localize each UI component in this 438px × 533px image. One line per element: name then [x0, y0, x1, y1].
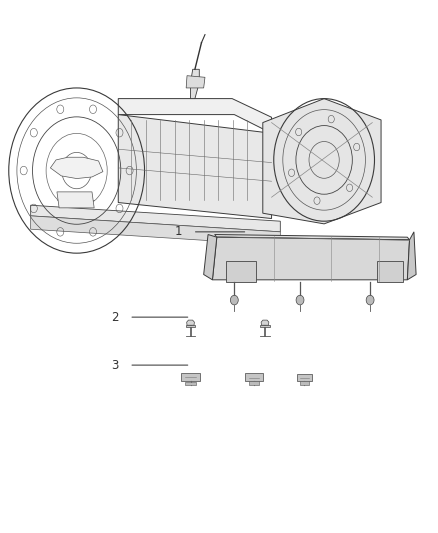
Polygon shape	[297, 374, 312, 381]
Text: 2: 2	[111, 311, 118, 324]
Polygon shape	[249, 382, 259, 385]
Circle shape	[230, 295, 238, 305]
Polygon shape	[31, 216, 280, 245]
Text: 1: 1	[174, 225, 182, 238]
Circle shape	[366, 295, 374, 305]
Polygon shape	[186, 76, 205, 88]
Polygon shape	[57, 192, 94, 208]
Polygon shape	[50, 157, 103, 179]
Polygon shape	[263, 99, 381, 224]
Polygon shape	[118, 115, 272, 219]
Polygon shape	[260, 325, 270, 327]
Polygon shape	[31, 205, 280, 232]
Polygon shape	[300, 382, 309, 384]
Polygon shape	[181, 373, 200, 381]
Circle shape	[296, 295, 304, 305]
Text: 3: 3	[111, 359, 118, 372]
Polygon shape	[377, 261, 403, 282]
Polygon shape	[226, 261, 256, 282]
Polygon shape	[187, 320, 194, 325]
Polygon shape	[186, 325, 195, 327]
Polygon shape	[215, 235, 410, 240]
Polygon shape	[185, 382, 196, 385]
Polygon shape	[261, 320, 269, 325]
Polygon shape	[407, 232, 416, 280]
Polygon shape	[212, 237, 410, 280]
Polygon shape	[204, 235, 217, 280]
Polygon shape	[118, 99, 272, 133]
Polygon shape	[191, 69, 199, 99]
Polygon shape	[245, 374, 263, 381]
